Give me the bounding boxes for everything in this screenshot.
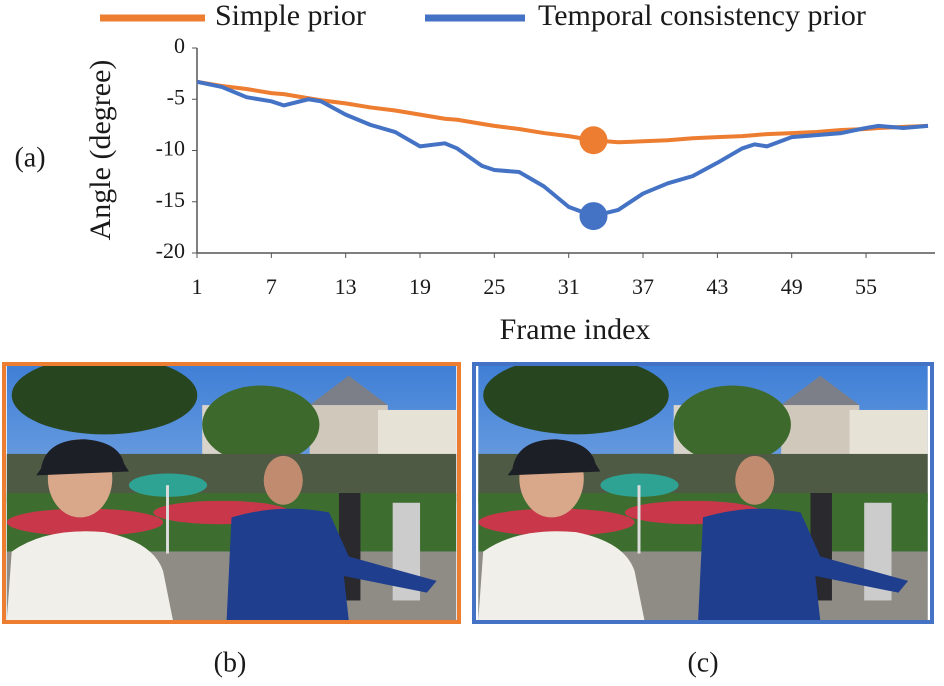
y-tick-label: -5 [167,84,185,109]
legend-label: Simple prior [215,0,366,32]
panel-label: (c) [687,647,718,678]
x-tick-label: 19 [409,274,431,299]
legend-label: Temporal consistency prior [538,0,866,32]
x-tick-label: 1 [192,274,203,299]
x-tick-label: 31 [558,274,580,299]
highlight-point [579,202,608,231]
panel-label: (b) [214,647,247,678]
highlight-point [579,126,608,155]
y-tick-label: -15 [156,187,185,212]
photo [478,366,928,620]
x-tick-label: 13 [335,274,357,299]
series-line [196,79,929,219]
x-tick-label: 43 [706,274,728,299]
x-tick-label: 7 [266,274,277,299]
photo-frame [2,362,461,624]
photo-frame [472,362,934,624]
photo [6,366,457,620]
y-tick-label: -10 [156,136,185,161]
x-tick-label: 25 [483,274,505,299]
y-tick-label: -20 [156,238,185,263]
y-axis-label: Angle (degree) [84,60,117,241]
panel-label: (a) [14,142,45,173]
x-tick-label: 37 [632,274,654,299]
y-tick-label: 0 [174,33,185,58]
x-tick-label: 49 [781,274,803,299]
x-tick-label: 55 [855,274,877,299]
x-axis-label: Frame index [500,313,651,346]
